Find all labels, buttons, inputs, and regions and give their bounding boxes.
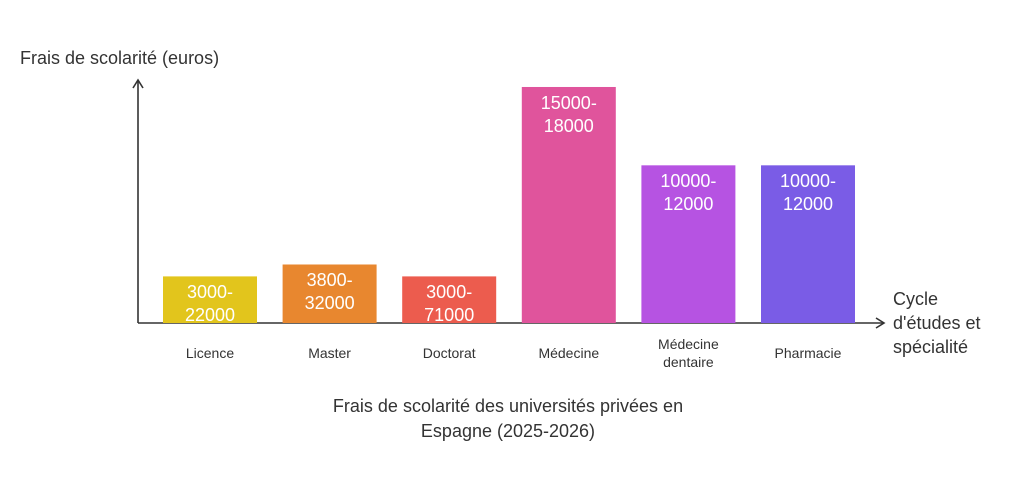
bar-label: 10000-12000 — [660, 171, 717, 215]
y-axis-title-box: Frais de scolarité (euros) — [20, 48, 220, 68]
bar-label: 3000-71000 — [424, 282, 475, 323]
bar-label: 3000-22000 — [184, 282, 236, 323]
bar-label-box: 10000-12000 — [660, 171, 717, 215]
bar-label-box: 15000-18000 — [540, 92, 597, 136]
x-tick-label: Pharmacie — [774, 345, 842, 361]
chart-title: Frais de scolarité des universités privé… — [332, 396, 684, 441]
x-tick-label-box: Médecine — [538, 345, 600, 361]
bar-label: 15000-18000 — [540, 92, 597, 136]
x-tick-label-box: Pharmacie — [774, 345, 842, 361]
bar — [521, 86, 616, 323]
bar — [761, 165, 855, 323]
bar — [282, 264, 377, 323]
x-tick-label-box: Master — [308, 345, 351, 361]
bar — [402, 276, 497, 323]
bar-label: 3800-32000 — [304, 270, 355, 314]
bar-label: 10000-12000 — [779, 171, 837, 215]
x-tick-label-box: Licence — [185, 345, 235, 361]
bar — [163, 276, 257, 323]
y-axis-title: Frais de scolarité (euros) — [20, 48, 220, 68]
bar-label-box: 3800-32000 — [304, 270, 355, 314]
x-tick-label: Master — [308, 345, 351, 361]
x-tick-label-box: Médecine dentaire — [658, 336, 719, 370]
x-axis-title: Cycle d'études et spécialité — [893, 289, 981, 357]
bar-label-box: 3000-71000 — [424, 282, 475, 323]
bar-label-box: 3000-22000 — [184, 282, 236, 323]
bar — [641, 165, 736, 323]
x-tick-label-box: Doctorat — [422, 345, 476, 361]
x-tick-label: Licence — [185, 345, 235, 361]
x-tick-label: Doctorat — [422, 345, 476, 361]
x-tick-label: Médecine dentaire — [658, 336, 719, 370]
x-axis-title-box: Cycle d'études et spécialité — [893, 289, 981, 357]
bar-label-box: 10000-12000 — [779, 171, 837, 215]
x-tick-label: Médecine — [538, 345, 600, 361]
chart-title-box: Frais de scolarité des universités privé… — [332, 396, 684, 441]
